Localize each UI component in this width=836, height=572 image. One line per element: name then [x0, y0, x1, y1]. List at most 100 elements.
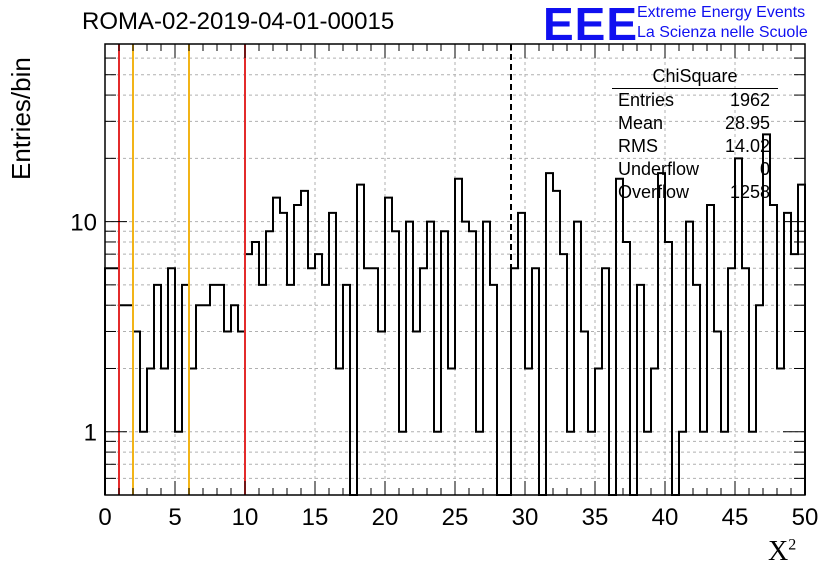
histogram-bin [133, 331, 140, 495]
histogram-bin [574, 222, 581, 495]
stats-title: ChiSquare [612, 66, 778, 89]
histogram-bin [483, 222, 490, 495]
histogram-bin [728, 268, 735, 495]
histogram-bin [357, 185, 364, 495]
histogram-bin [413, 331, 420, 495]
histogram-bin [140, 432, 147, 495]
histogram-bin [588, 432, 595, 495]
stats-label: Underflow [618, 159, 700, 179]
histogram-outline [104, 133, 806, 496]
histogram-bin [217, 285, 224, 495]
y-tick-label: 1 [84, 420, 97, 447]
histogram-bin [427, 222, 434, 495]
histogram-bin [105, 268, 112, 495]
stats-box: ChiSquare Entries 1962 Mean 28.95 RMS 14… [612, 66, 778, 204]
histogram-bin [406, 222, 413, 495]
histogram-bin [651, 368, 658, 495]
histogram-bin [119, 305, 126, 495]
histogram-bin [700, 432, 707, 495]
stats-label: Overflow [618, 182, 690, 202]
histogram-bin [343, 285, 350, 495]
histogram-bin [238, 331, 245, 495]
histogram-bin [280, 213, 287, 495]
histogram [104, 133, 806, 496]
histogram-bin [175, 432, 182, 495]
stats-row: Entries 1962 [612, 89, 778, 112]
histogram-bin [644, 432, 651, 495]
histogram-bin [224, 331, 231, 495]
chart-title: ROMA-02-2019-04-01-00015 [82, 8, 395, 35]
histogram-bin [455, 179, 462, 495]
histogram-bin [336, 368, 343, 495]
histogram-bin [364, 268, 371, 495]
histogram-bin [371, 268, 378, 495]
stats-row: Underflow 0 [612, 158, 778, 181]
histogram-bin [623, 242, 630, 495]
x-tick-label: 10 [232, 504, 259, 531]
histogram-bin [532, 268, 539, 495]
histogram-bin [616, 179, 623, 495]
histogram-bin [189, 368, 196, 495]
histogram-bin [196, 305, 203, 495]
histogram-bin [112, 268, 119, 495]
histogram-bin [161, 368, 168, 495]
stats-row: Overflow 1258 [612, 181, 778, 204]
histogram-bin [525, 368, 532, 495]
x-tick-label: 25 [442, 504, 469, 531]
y-tick-label: 10 [70, 210, 97, 237]
histogram-bin [693, 285, 700, 495]
histogram-bin [399, 432, 406, 495]
histogram-bin [637, 285, 644, 495]
histogram-bin [147, 368, 154, 495]
histogram-bin [749, 432, 756, 495]
histogram-bin [595, 368, 602, 495]
eee-logo: EEE [543, 0, 639, 50]
histogram-bin [686, 222, 693, 495]
histogram-bin [658, 173, 665, 495]
histogram-bin [392, 231, 399, 495]
histogram-bin [168, 268, 175, 495]
histogram-bin [231, 305, 238, 495]
histogram-bin [602, 268, 609, 495]
histogram-bin [308, 268, 315, 495]
histogram-bin [469, 231, 476, 495]
x-axis-label: X2 [768, 536, 797, 567]
logo-line-2: La Scienza nelle Scuole [637, 24, 808, 41]
histogram-bin [287, 285, 294, 495]
histogram-bin [581, 331, 588, 495]
histogram-bin [721, 432, 728, 495]
histogram-bin [665, 242, 672, 495]
histogram-bin [441, 231, 448, 495]
x-tick-label: 0 [98, 504, 111, 531]
histogram-bin [420, 268, 427, 495]
y-axis-label: Entries/bin [6, 57, 36, 180]
x-tick-label: 30 [512, 504, 539, 531]
histogram-bin [329, 213, 336, 495]
histogram-bin [182, 285, 189, 495]
x-tick-label: 50 [792, 504, 819, 531]
histogram-bin [154, 285, 161, 495]
histogram-bin [385, 198, 392, 495]
histogram-bin [777, 368, 784, 495]
x-tick-label: 15 [302, 504, 329, 531]
histogram-bin [294, 205, 301, 495]
histogram-bin [518, 213, 525, 495]
histogram-bin [546, 173, 553, 495]
histogram-bin [378, 331, 385, 495]
histogram-bin [784, 213, 791, 495]
histogram-bin [791, 254, 798, 495]
histogram-bin [252, 242, 259, 495]
histogram-bin [679, 432, 686, 495]
histogram-bin [203, 305, 210, 495]
histogram-bin [567, 432, 574, 495]
stats-value: 14.02 [724, 136, 770, 156]
stats-value: 0 [759, 159, 770, 179]
histogram-bin [490, 285, 497, 495]
histogram-bin [322, 285, 329, 495]
stats-row: RMS 14.02 [612, 135, 778, 158]
reference-lines [118, 44, 512, 495]
histogram-bin [770, 205, 777, 495]
histogram-bin [560, 254, 567, 495]
histogram-bin [707, 205, 714, 495]
